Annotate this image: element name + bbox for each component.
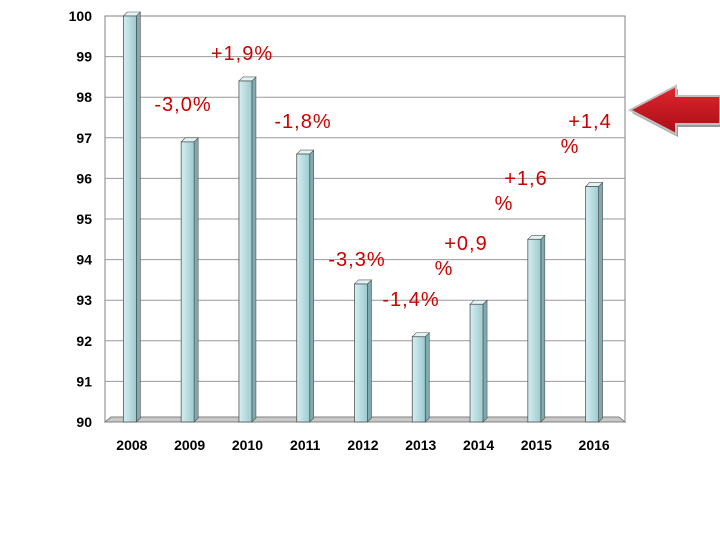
x-tick-label: 2014 [463, 437, 494, 453]
change-annotation: +1,4% [561, 111, 612, 158]
y-tick-label: 97 [76, 130, 92, 146]
bar-2014 [469, 299, 488, 423]
bar-2015 [527, 234, 546, 423]
annotation-line: -1,4% [382, 289, 439, 311]
bar-2016 [584, 181, 604, 423]
annotations: +1,9%-3,0%-1,8%-3,3%-1,4%+0,9 %+1,6 %+1,4% [154, 43, 612, 311]
y-tick-label: 96 [76, 170, 92, 186]
y-tick-label: 94 [76, 252, 92, 268]
y-tick-label: 93 [76, 292, 92, 308]
bar-2009 [180, 137, 199, 423]
y-tick-label: 90 [76, 414, 92, 430]
annotation-line: -1,8% [274, 111, 331, 133]
bar-2008 [122, 11, 142, 423]
x-tick-label: 2008 [116, 437, 147, 453]
change-annotation: -1,4% [382, 289, 439, 311]
y-tick-label: 95 [76, 211, 92, 227]
x-tick-label: 2013 [405, 437, 436, 453]
x-tick-label: 2011 [290, 437, 321, 453]
x-tick-label: 2015 [521, 437, 552, 453]
change-annotation: -1,8% [274, 111, 331, 133]
y-tick-label: 91 [76, 373, 92, 389]
annotation-line: -3,0% [154, 94, 211, 116]
y-tick-label: 92 [76, 333, 92, 349]
y-tick-label: 100 [69, 8, 93, 24]
annotation-line: +0,9 [444, 233, 487, 255]
x-tick-label: 2012 [347, 437, 378, 453]
annotation-line: % [561, 136, 580, 158]
bar-2011 [295, 149, 315, 423]
x-tick-label: 2016 [579, 437, 610, 453]
x-tick-label: 2009 [174, 437, 205, 453]
bar-2010 [238, 76, 257, 423]
bar-2013 [411, 332, 431, 423]
y-axis-ticks: 90 91 92 93 94 95 96 97 98 99 100 [69, 8, 93, 430]
bars [122, 11, 604, 423]
red-arrow-left-icon [627, 84, 720, 137]
y-tick-label: 99 [76, 49, 92, 65]
change-annotation: -3,0% [154, 94, 211, 116]
x-tick-label: 2010 [232, 437, 263, 453]
annotation-line: +1,6 [504, 168, 547, 190]
annotation-line: % [435, 258, 454, 280]
change-annotation: +1,9% [211, 43, 273, 65]
annotation-line: -3,3% [328, 249, 385, 271]
annotation-line: +1,4 [568, 111, 611, 133]
bar-2012 [353, 279, 373, 423]
change-annotation: -3,3% [328, 249, 385, 271]
change-annotation: +1,6% [495, 168, 548, 215]
x-axis-ticks: 2008 2009 2010 2011 2012 2013 2014 2015 2016 [116, 437, 610, 453]
change-annotation: +0,9% [435, 233, 488, 280]
y-tick-label: 98 [76, 89, 92, 105]
annotation-line: +1,9% [211, 43, 273, 65]
annotation-line: % [495, 193, 514, 215]
